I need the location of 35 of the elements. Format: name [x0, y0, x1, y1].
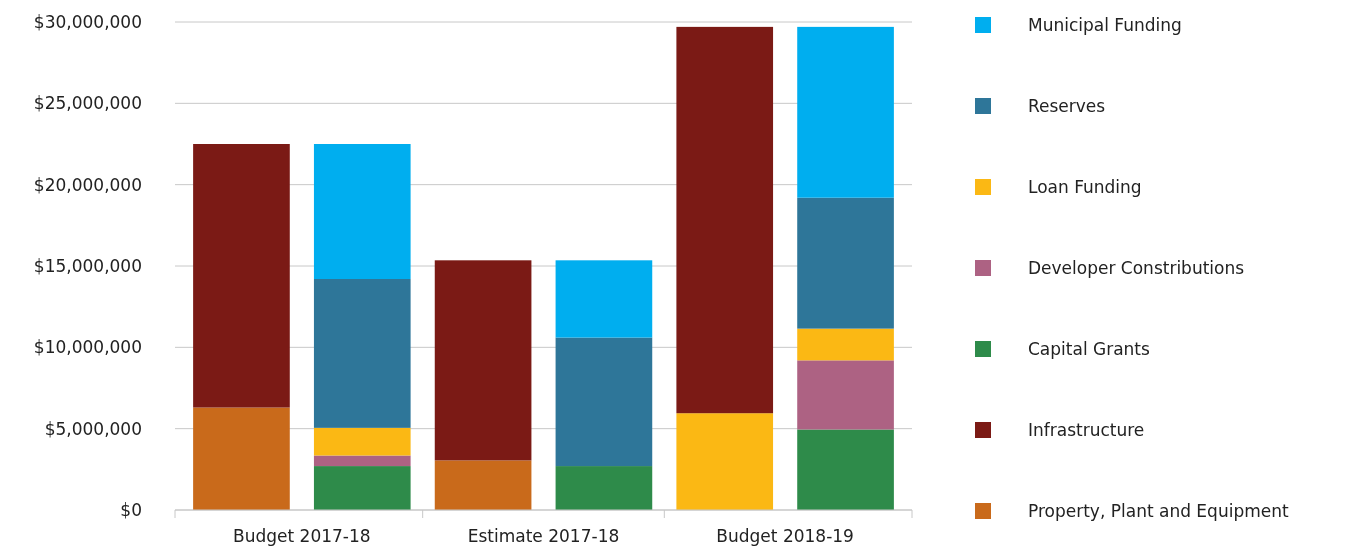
- y-tick-label: $25,000,000: [33, 93, 142, 114]
- legend-label: Capital Grants: [1028, 338, 1151, 359]
- x-tick-label: Budget 2018-19: [716, 526, 854, 546]
- y-tick-label: $10,000,000: [33, 337, 142, 358]
- bar: [313, 427, 411, 456]
- bar: [313, 455, 411, 467]
- bar: [193, 144, 290, 408]
- x-tick-label: Estimate 2017-18: [467, 526, 620, 546]
- bar: [313, 466, 411, 510]
- bar: [797, 429, 894, 510]
- y-tick-label: $0: [120, 499, 142, 520]
- bar: [313, 144, 411, 280]
- bar: [434, 260, 532, 461]
- bar: [797, 360, 894, 430]
- bar: [555, 260, 653, 338]
- bar: [555, 337, 653, 467]
- legend-label: Reserves: [1028, 95, 1106, 116]
- bar: [434, 460, 532, 510]
- legend-label: Property, Plant and Equipment: [1028, 500, 1289, 521]
- bar: [676, 26, 774, 414]
- bar: [797, 197, 894, 329]
- bar: [313, 279, 411, 428]
- legend-label: Infrastructure: [1028, 419, 1145, 440]
- x-tick-label: Budget 2017-18: [233, 526, 371, 546]
- y-tick-label: $5,000,000: [44, 418, 142, 439]
- y-tick-label: $30,000,000: [33, 11, 142, 32]
- bar: [555, 466, 653, 510]
- bar: [797, 26, 894, 198]
- y-tick-label: $15,000,000: [33, 255, 142, 276]
- bar: [193, 407, 290, 510]
- legend-label: Developer Constributions: [1028, 257, 1245, 278]
- bar: [797, 328, 894, 361]
- legend-label: Municipal Funding: [1028, 14, 1182, 35]
- legend-label: Loan Funding: [1028, 176, 1142, 197]
- y-tick-label: $20,000,000: [33, 174, 142, 195]
